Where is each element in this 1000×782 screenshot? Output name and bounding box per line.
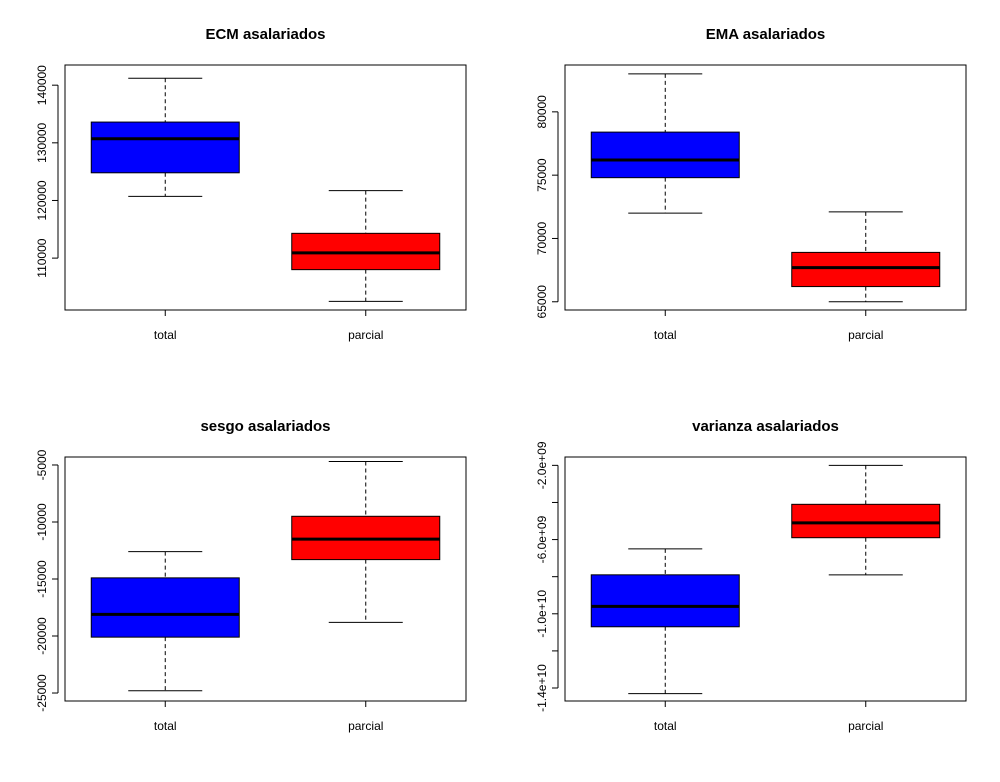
x-category-label: total [154,719,177,733]
box-parcial [291,190,441,302]
chart-title: sesgo asalariados [200,418,330,435]
y-tick-label: 70000 [535,221,549,255]
box-total [90,551,240,692]
iqr-box [791,503,941,539]
iqr-box [90,121,240,174]
x-category-label: total [654,719,677,733]
y-tick-label: -25000 [35,674,49,712]
iqr-box [90,577,240,638]
x-category-label: parcial [348,719,383,733]
y-tick-label: 120000 [35,180,49,220]
y-tick-label: 80000 [535,95,549,129]
x-category-label: total [654,328,677,342]
x-category-label: parcial [848,328,883,342]
y-tick-label: -2.0e+09 [535,441,549,489]
box-total [590,73,740,214]
box-parcial [791,464,941,576]
iqr-box [590,574,740,628]
plot-frame [64,64,467,311]
box-total [590,548,740,695]
plot-frame [64,456,467,702]
panel-4: varianza asalariados -1.4e+10 -1.0e+10 -6.0… [535,418,967,733]
box-parcial [291,461,441,623]
box-total [90,77,240,197]
panel-1: ECM asalariados 110000 120000 130000 140000 t… [35,26,467,342]
plot-frame [564,456,967,702]
y-tick-label: -1.4e+10 [535,664,549,712]
chart-title: ECM asalariados [205,26,325,43]
x-category-label: parcial [848,719,883,733]
plot-frame [564,64,967,311]
chart-title: EMA asalariados [706,26,826,43]
panel-2: EMA asalariados 65000 70000 75000 80000 total… [535,26,967,342]
y-tick-label: 110000 [35,238,49,277]
y-tick-label: -20000 [35,617,49,655]
y-tick-label: -6.0e+09 [535,515,549,563]
y-tick-label: 75000 [535,158,549,192]
iqr-box [590,131,740,179]
y-tick-label: -5000 [35,449,49,480]
y-tick-label: 140000 [35,65,49,105]
y-tick-label: 130000 [35,122,49,162]
y-tick-label: -1.0e+10 [535,590,549,638]
panel-3: sesgo asalariados -25000 -20000 -15000 -1000… [35,418,467,733]
y-tick-label: 65000 [535,285,549,319]
chart-title: varianza asalariados [692,418,839,435]
iqr-box [791,251,941,288]
box-parcial [791,211,941,303]
x-category-label: total [154,328,177,342]
y-tick-label: -10000 [35,503,49,541]
y-tick-label: -15000 [35,560,49,598]
x-category-label: parcial [348,328,383,342]
